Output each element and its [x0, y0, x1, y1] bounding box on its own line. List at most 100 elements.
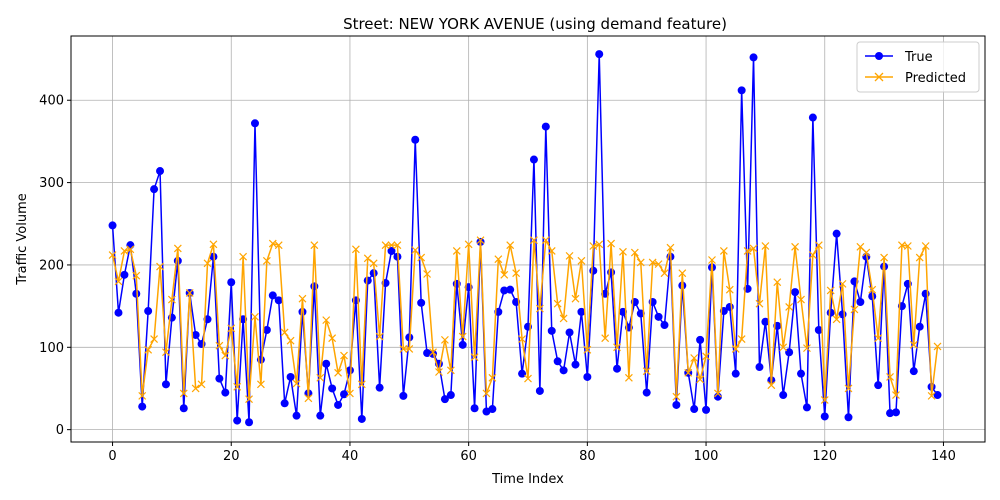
x-axis: 0 20 40 60 80 100 120 140: [108, 442, 956, 464]
data-point-predicted: [696, 375, 705, 384]
data-point-predicted: [589, 242, 598, 250]
data-point-predicted: [541, 236, 550, 245]
data-point-predicted: [239, 252, 248, 261]
data-point-true: [595, 50, 604, 59]
data-point-predicted: [179, 389, 188, 398]
data-point-true: [761, 317, 770, 326]
data-point-true: [221, 388, 230, 397]
plot-frame: [70, 35, 986, 443]
data-point-predicted: [245, 395, 253, 404]
data-point-true: [820, 412, 829, 421]
data-point-predicted: [138, 391, 147, 400]
data-point-true: [132, 289, 141, 298]
x-tick-label: 100: [694, 449, 719, 464]
data-point-true: [660, 321, 669, 330]
data-point-predicted: [577, 256, 586, 265]
data-point-true: [690, 405, 699, 414]
data-point-predicted: [832, 315, 841, 324]
data-point-predicted: [351, 245, 360, 254]
data-point-true: [215, 374, 224, 383]
series-line-predicted: [111, 239, 939, 401]
data-point-predicted: [874, 334, 883, 343]
data-point-true: [868, 292, 877, 301]
data-point-predicted: [850, 305, 859, 314]
data-point-predicted: [595, 240, 604, 249]
data-point-predicted: [785, 303, 794, 311]
legend-true-label: True: [904, 50, 933, 65]
legend: True Predicted: [856, 41, 980, 93]
data-point-predicted: [731, 345, 740, 353]
data-point-true: [779, 391, 788, 400]
data-point-true: [915, 322, 924, 331]
data-point-predicted: [909, 340, 918, 349]
data-point-true: [108, 221, 117, 230]
data-point-predicted: [767, 381, 776, 390]
data-point-true: [814, 326, 823, 334]
data-point-predicted: [803, 344, 811, 353]
data-point-predicted: [215, 341, 224, 350]
data-point-predicted: [411, 246, 420, 255]
y-tick-label: 0: [56, 423, 64, 438]
y-tick-label: 200: [39, 258, 64, 273]
data-point-predicted: [808, 251, 817, 259]
data-point-predicted: [524, 374, 532, 383]
data-point-predicted: [476, 236, 485, 245]
data-point-predicted: [322, 316, 331, 325]
data-point-predicted: [725, 285, 734, 294]
data-point-true: [613, 364, 622, 373]
grid: [71, 36, 985, 442]
series-line-true: [111, 53, 939, 423]
data-point-true: [268, 291, 277, 300]
x-tick-label: 80: [579, 449, 596, 464]
data-point-true: [921, 289, 930, 298]
data-point-true: [933, 391, 942, 400]
data-point-predicted: [387, 241, 396, 250]
data-point-predicted: [482, 389, 491, 398]
data-point-predicted: [197, 380, 206, 389]
x-tick-label: 0: [108, 449, 116, 464]
data-point-predicted: [369, 259, 378, 268]
data-point-predicted: [405, 345, 414, 353]
data-point-true: [423, 349, 432, 358]
data-point-predicted: [660, 269, 669, 278]
x-tick-label: 60: [460, 449, 477, 464]
data-point-predicted: [227, 324, 236, 333]
data-point-predicted: [844, 384, 853, 393]
data-point-true: [417, 298, 426, 307]
data-point-predicted: [654, 260, 663, 269]
data-point-predicted: [749, 244, 758, 253]
data-point-predicted: [672, 392, 681, 401]
legend-box: [856, 41, 980, 93]
data-point-predicted: [892, 391, 900, 399]
data-point-predicted: [144, 345, 153, 354]
data-point-predicted: [500, 270, 509, 279]
data-point-true: [886, 409, 895, 418]
data-point-true: [144, 307, 153, 316]
data-point-predicted: [446, 366, 455, 375]
data-point-true: [535, 386, 544, 395]
data-point-true: [672, 400, 681, 409]
data-point-true: [565, 328, 574, 337]
data-point-predicted: [488, 373, 497, 382]
series-true: [108, 50, 942, 427]
data-point-predicted: [535, 304, 544, 313]
data-point-predicted: [256, 380, 265, 389]
data-point-predicted: [167, 295, 176, 304]
data-point-true: [749, 53, 758, 62]
data-point-true: [891, 408, 900, 417]
data-point-true: [541, 122, 550, 131]
data-point-predicted: [156, 262, 164, 271]
data-point-true: [909, 367, 918, 376]
data-point-predicted: [399, 345, 408, 353]
data-point-true: [150, 185, 159, 194]
data-point-predicted: [583, 345, 592, 354]
data-point-predicted: [298, 294, 307, 303]
data-point-predicted: [565, 251, 574, 260]
data-point-true: [696, 335, 705, 344]
data-point-true: [120, 270, 129, 279]
data-point-true: [702, 405, 711, 414]
data-point-true: [328, 384, 337, 393]
data-point-true: [233, 416, 242, 425]
data-point-predicted: [185, 289, 194, 297]
